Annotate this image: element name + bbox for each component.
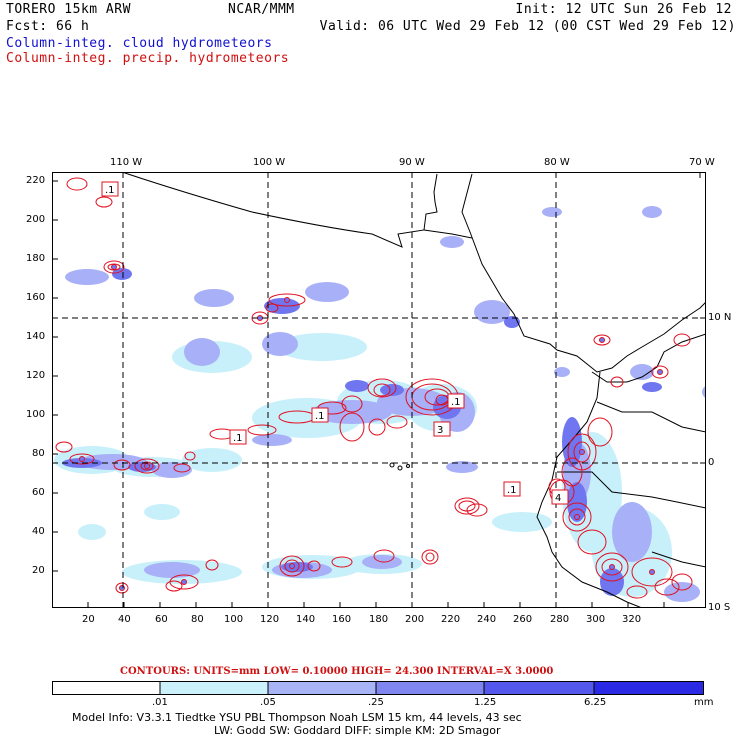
y-tick: 60: [32, 487, 45, 498]
colorbar-frame: [52, 681, 704, 695]
x-tick: 260: [513, 614, 533, 625]
x-tick: 80: [191, 614, 204, 625]
x-tick: 120: [260, 614, 280, 625]
x-tick: 240: [477, 614, 497, 625]
colorbar-swatch: [52, 681, 160, 695]
init-time: Init: 12 UTC Sun 26 Feb 12: [515, 2, 732, 17]
x-tick: 100: [224, 614, 244, 625]
colorbar-swatch: [160, 681, 268, 695]
colorbar-unit: mm: [694, 697, 714, 708]
colorbar-swatch: [376, 681, 484, 695]
y-tick: 20: [32, 565, 45, 576]
lon-label-80w: 80 W: [544, 157, 570, 168]
galapagos-islands: [397, 465, 403, 471]
y-tick: 180: [26, 253, 46, 264]
x-tick: 200: [405, 614, 425, 625]
model-info-line1: Model Info: V3.3.1 Tiedtke YSU PBL Thomp…: [72, 711, 522, 724]
lon-label-90w: 90 W: [399, 157, 425, 168]
south-america-west-coast: [536, 371, 643, 608]
border-bolivia: [651, 551, 706, 568]
map-frame: [52, 172, 706, 608]
run-title: TORERO 15km ARW: [6, 2, 131, 17]
coastlines: [121, 172, 706, 608]
y-tick: 40: [32, 526, 45, 537]
precip-cores: [79, 264, 663, 591]
y-tick: 100: [26, 409, 46, 420]
institution-label: NCAR/MMM: [228, 2, 295, 17]
lat-label-0: 0: [708, 457, 715, 468]
contour-label: 3: [437, 425, 443, 436]
x-tick: 140: [296, 614, 316, 625]
colorbar-label: .05: [260, 697, 276, 708]
lat-lon-grid: [52, 172, 706, 608]
contour-label-boxes: [101, 181, 569, 505]
colorbar-label: .01: [152, 697, 168, 708]
x-tick: 220: [441, 614, 461, 625]
colombia-north-coast: [591, 333, 706, 383]
central-america-coast: [121, 172, 706, 373]
border-line: [423, 229, 473, 239]
cloud-shading-mid: [65, 206, 706, 602]
precip-contours: [55, 177, 693, 599]
colorbar-swatch: [484, 681, 594, 695]
colorbar-swatch: [268, 681, 376, 695]
lon-label-100w: 100 W: [253, 157, 286, 168]
x-tick: 300: [586, 614, 606, 625]
contour-label: .1: [233, 433, 243, 444]
x-tick: 320: [622, 614, 642, 625]
lat-label-10n: 10 N: [708, 312, 732, 323]
y-tick: 140: [26, 331, 46, 342]
model-info-line2: LW: Godd SW: Goddard DIFF: simple KM: 2D…: [214, 724, 501, 737]
cloud-shading-dark: [62, 268, 662, 596]
colorbar-label: 1.25: [474, 697, 497, 708]
colorbar-swatch: [594, 681, 704, 695]
border-peru-brazil: [596, 401, 706, 433]
x-tick: 280: [550, 614, 570, 625]
axis-ticks: [52, 172, 706, 608]
x-tick: 60: [155, 614, 168, 625]
colorbar-label: 6.25: [584, 697, 607, 708]
y-tick: 160: [26, 292, 46, 303]
galapagos-islands: [406, 464, 410, 468]
forecast-hour: Fcst: 66 h: [6, 19, 90, 34]
lat-label-10s: 10 S: [708, 602, 731, 613]
field-precip-label: Column-integ. precip. hydrometeors: [6, 51, 290, 66]
lon-label-70w: 70 W: [689, 157, 715, 168]
x-tick: 20: [82, 614, 95, 625]
x-tick: 180: [369, 614, 389, 625]
y-tick: 220: [26, 175, 46, 186]
colorbar: [52, 681, 704, 695]
valid-time: Valid: 06 UTC Wed 29 Feb 12 (00 CST Wed …: [319, 19, 736, 34]
contour-label: .1: [507, 485, 517, 496]
colorbar-label: .25: [368, 697, 384, 708]
forecast-map: .1 .1 .1 .1 .1 3 4: [52, 172, 706, 608]
y-tick: 120: [26, 370, 46, 381]
contour-label: .1: [105, 185, 115, 196]
contour-label: .1: [315, 411, 325, 422]
y-tick: 200: [26, 214, 46, 225]
lon-label-110w: 110 W: [110, 157, 143, 168]
contours-info: CONTOURS: UNITS=mm LOW= 0.10000 HIGH= 24…: [120, 666, 554, 677]
contour-label: 4: [555, 493, 561, 504]
x-tick: 160: [332, 614, 352, 625]
field-cloud-label: Column-integ. cloud hydrometeors: [6, 36, 273, 51]
border-peru-ecuador: [557, 471, 706, 509]
x-tick: 40: [118, 614, 131, 625]
y-tick: 80: [32, 448, 45, 459]
contour-label: .1: [451, 397, 461, 408]
